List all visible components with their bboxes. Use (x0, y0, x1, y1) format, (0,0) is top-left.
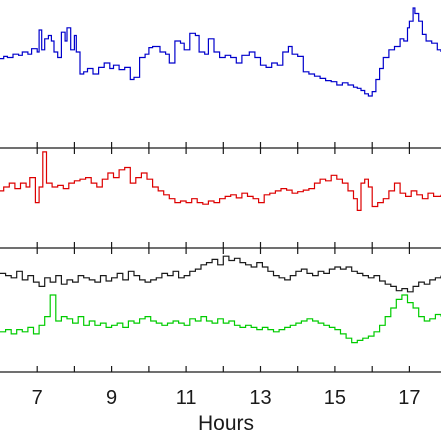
x-tick-label: 13 (249, 387, 271, 409)
x-tick-label: 9 (106, 387, 117, 409)
series-line-panel2-1 (0, 151, 441, 211)
x-tick-label: 17 (398, 387, 420, 409)
x-axis-label: Hours (198, 412, 254, 435)
plot-area (0, 7, 441, 344)
series-line-panel3-2 (0, 294, 441, 344)
x-axis: 7 9 11 13 15 17 (0, 142, 441, 409)
x-tick-label: 7 (32, 387, 43, 409)
series-line-panel3-1 (0, 255, 441, 293)
x-tick-label: 15 (324, 387, 346, 409)
series-line-panel1-1 (0, 7, 441, 97)
x-tick-label: 11 (176, 387, 197, 409)
